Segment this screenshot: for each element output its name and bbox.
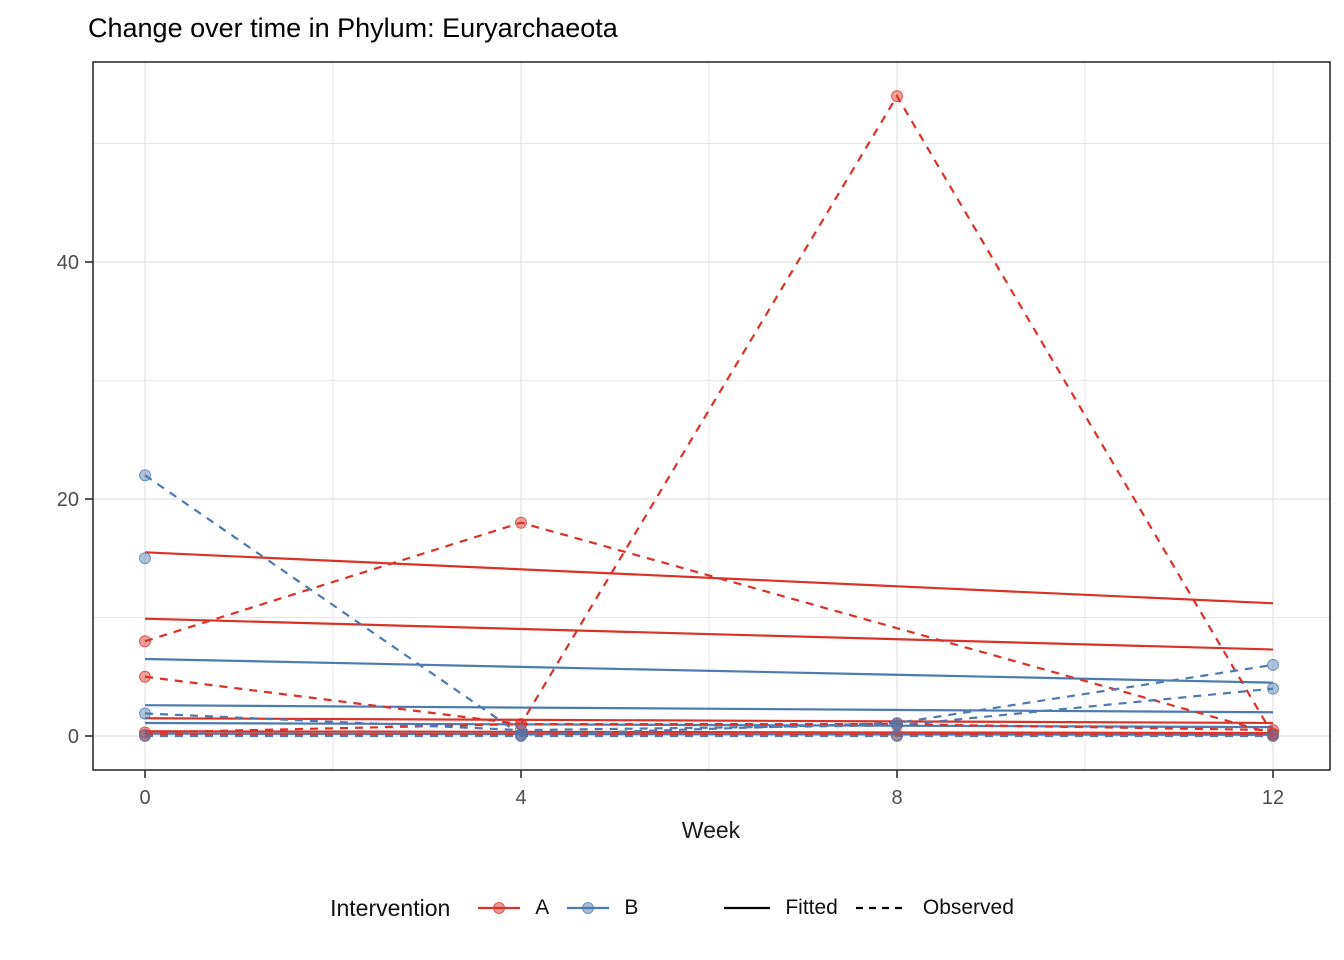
data-point-B-observed-3 <box>891 719 903 732</box>
legend-key-observed-icon <box>855 906 908 910</box>
legend-key-dot <box>493 902 506 914</box>
data-point-B-observed-4 <box>139 730 151 742</box>
data-point-A-observed-1 <box>139 635 151 648</box>
data-point-B-observed-4 <box>891 730 903 742</box>
legend-label-b: B <box>624 896 639 919</box>
legend-item-group-b: B <box>565 896 638 920</box>
legend-key-fitted-icon <box>724 906 771 910</box>
legend-item-observed: Observed <box>854 896 1014 920</box>
series-line-A-fitted-4 <box>144 730 1274 735</box>
data-point-A-observed-2 <box>891 90 903 103</box>
series-line-B-fitted-3 <box>144 721 1274 729</box>
legend-key-a-icon <box>478 902 521 914</box>
x-tick-label: 8 <box>891 787 902 809</box>
y-tick-label: 20 <box>57 489 79 511</box>
data-point-B-observed-4 <box>515 730 527 742</box>
data-point-B-observed-1 <box>139 469 151 482</box>
y-tick-label: 40 <box>57 252 79 274</box>
data-point-B-observed-3 <box>139 707 151 720</box>
legend-key-dot <box>582 902 595 914</box>
x-tick-label: 12 <box>1262 787 1284 809</box>
x-tick-label: 4 <box>515 787 526 809</box>
plot-area: Week 0 4 8 12 0 20 40 <box>57 61 1331 843</box>
panel-border <box>92 61 1331 771</box>
legend-label-observed: Observed <box>922 896 1014 919</box>
data-point-A-observed-1 <box>515 516 527 529</box>
legend-label-fitted: Fitted <box>785 896 838 919</box>
data-point-B-observed-4 <box>1267 730 1279 742</box>
legend: Intervention A B Fitted Observed <box>0 884 1344 932</box>
legend-key-b-icon <box>567 902 610 914</box>
data-point-B-observed-2 <box>139 552 151 565</box>
x-tick-label: 0 <box>139 787 150 809</box>
y-tick-label: 0 <box>68 726 79 748</box>
data-point-B-observed-1 <box>1267 658 1279 671</box>
x-axis-label: Week <box>682 817 741 843</box>
series-line-A-observed-1 <box>144 521 1274 735</box>
chart-title: Change over time in Phylum: Euryarchaeot… <box>88 13 618 43</box>
series-line-B-fitted-2 <box>144 704 1274 714</box>
data-point-A-observed-2 <box>139 670 151 683</box>
data-point-B-observed-3 <box>1267 682 1279 695</box>
series-line-A-fitted-3 <box>144 717 1274 725</box>
series-line-B-observed-1 <box>144 474 1274 736</box>
series-line-A-fitted-2 <box>144 617 1274 651</box>
legend-item-group-a: A <box>476 896 549 920</box>
legend-title: Intervention <box>330 894 451 921</box>
legend-item-fitted: Fitted <box>722 896 838 920</box>
series-line-A-fitted-1 <box>144 551 1274 605</box>
series-line-B-fitted-1 <box>144 657 1274 684</box>
legend-label-a: A <box>535 896 550 919</box>
